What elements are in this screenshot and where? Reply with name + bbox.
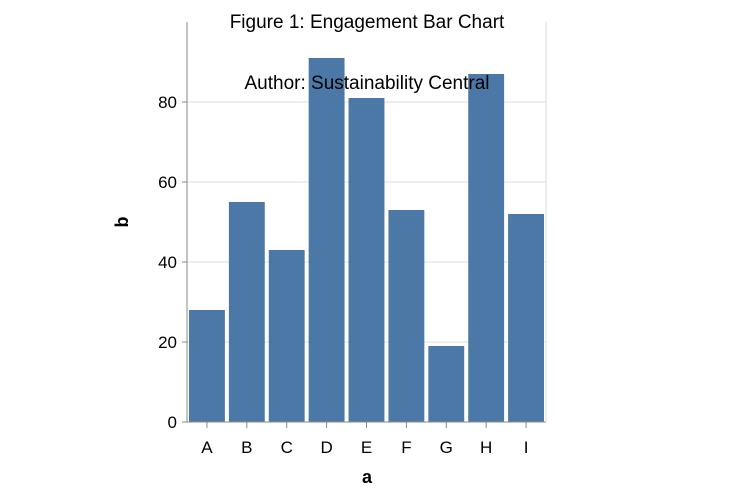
x-tick-label-A: A <box>201 438 213 457</box>
bar-H[interactable] <box>468 74 505 422</box>
x-tick-label-F: F <box>401 438 411 457</box>
x-axis-ticks: A B C D E F G H I <box>201 422 528 457</box>
bar-B[interactable] <box>228 202 265 422</box>
y-axis-label: b <box>112 217 132 228</box>
x-tick-label-B: B <box>241 438 252 457</box>
x-axis-label: a <box>362 467 373 487</box>
chart-title: Figure 1: Engagement Bar Chart <box>230 12 505 33</box>
bar-G[interactable] <box>428 346 465 422</box>
bar-E[interactable] <box>348 98 385 422</box>
y-tick-label-40: 40 <box>158 253 177 272</box>
y-tick-label-0: 0 <box>168 413 177 432</box>
y-tick-label-60: 60 <box>158 173 177 192</box>
bar-F[interactable] <box>388 210 425 422</box>
x-tick-label-C: C <box>281 438 293 457</box>
x-tick-label-I: I <box>524 438 529 457</box>
y-axis-ticks: 0 20 40 60 80 <box>158 93 187 432</box>
x-tick-label-D: D <box>320 438 332 457</box>
y-tick-label-80: 80 <box>158 93 177 112</box>
bar-A[interactable] <box>189 310 225 422</box>
chart-titles: Figure 1: Engagement Bar Chart Author: S… <box>230 12 505 94</box>
bar-C[interactable] <box>268 250 305 422</box>
x-tick-label-E: E <box>361 438 372 457</box>
x-tick-label-G: G <box>440 438 453 457</box>
bar-D[interactable] <box>308 58 345 422</box>
y-tick-label-20: 20 <box>158 333 177 352</box>
bar-I[interactable] <box>508 214 544 422</box>
chart-subtitle: Author: Sustainability Central <box>244 73 489 94</box>
bars-layer <box>189 58 544 422</box>
x-tick-label-H: H <box>480 438 492 457</box>
